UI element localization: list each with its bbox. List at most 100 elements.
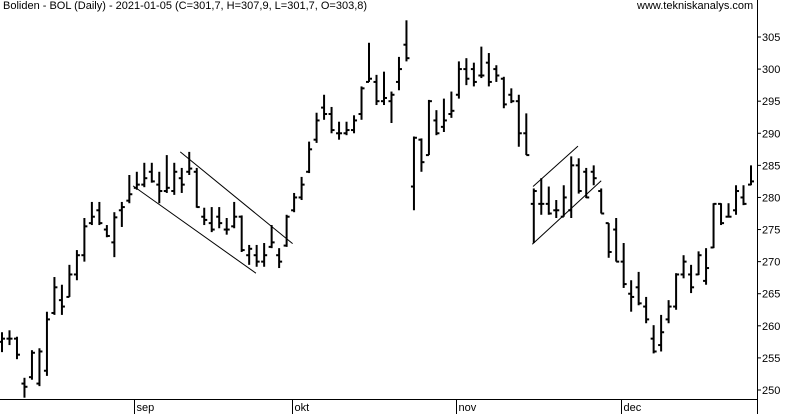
ohlc-bar (283, 214, 290, 247)
y-tick-label: 295 (762, 96, 780, 108)
ohlc-bar (208, 207, 215, 233)
ohlc-bar (261, 243, 268, 267)
ohlc-bar (575, 158, 582, 194)
ohlc-bar (21, 377, 28, 398)
y-tick-label: 250 (762, 385, 780, 397)
ohlc-bar (178, 167, 185, 193)
chart-title: Boliden - BOL (Daily) - 2021-01-05 (C=30… (3, 0, 368, 12)
ohlc-bar (733, 185, 740, 215)
ohlc-bar (223, 217, 230, 235)
ohlc-bar (658, 314, 665, 352)
ohlc-bar (306, 141, 313, 174)
trendline (531, 180, 602, 245)
ohlc-bar (28, 350, 35, 380)
price-bars (0, 20, 754, 398)
ohlc-bar (268, 225, 275, 249)
ohlc-bar (560, 185, 567, 218)
ohlc-bar (36, 348, 43, 387)
ohlc-bar (171, 162, 178, 195)
ohlc-bar (650, 325, 657, 354)
ohlc-bar (358, 86, 365, 120)
ohlc-bar (680, 255, 687, 279)
ohlc-bar (440, 98, 447, 132)
ohlc-bar (418, 138, 425, 172)
ohlc-bar (568, 156, 575, 218)
ohlc-bar (455, 61, 462, 99)
ohlc-bar (88, 201, 95, 226)
ohlc-bar (373, 74, 380, 106)
trendline (179, 151, 293, 245)
ohlc-bar (470, 62, 477, 87)
y-tick-label: 260 (762, 321, 780, 333)
ohlc-bar (186, 151, 193, 175)
ohlc-bar (253, 244, 260, 267)
ohlc-bar (598, 188, 605, 215)
ohlc-bar (388, 91, 395, 124)
ohlc-bar (380, 71, 387, 106)
ohlc-bar (156, 171, 163, 204)
ohlc-bar (291, 192, 298, 213)
x-month-label: nov (459, 402, 477, 414)
ohlc-bar (628, 280, 635, 312)
ohlc-bar (740, 185, 747, 206)
ohlc-bar (366, 42, 373, 83)
ohlc-bar (583, 167, 590, 199)
x-month-label: sep (137, 402, 155, 414)
ohlc-bar (590, 165, 597, 186)
ohlc-bar (703, 248, 710, 285)
ohlc-bar (231, 201, 238, 229)
ohlc-bar (395, 56, 402, 91)
ohlc-bar (321, 94, 328, 120)
ohlc-bar (163, 155, 170, 193)
ohlc-bar (111, 212, 118, 258)
ohlc-bar (718, 202, 725, 226)
ohlc-bar (688, 264, 695, 294)
y-tick-label: 265 (762, 289, 780, 301)
ohlc-bar (605, 222, 612, 258)
watermark-url: www.tekniskanalys.com (637, 0, 754, 12)
y-tick-label: 270 (762, 257, 780, 269)
x-month-label: okt (295, 402, 310, 414)
ohlc-bar (298, 176, 305, 201)
ohlc-bar (493, 65, 500, 82)
ohlc-bar (141, 162, 148, 188)
y-tick-label: 305 (762, 32, 780, 44)
x-month-label: dec (624, 402, 642, 414)
ohlc-bar (313, 112, 320, 143)
ohlc-bar (51, 277, 58, 315)
ohlc-bar (73, 250, 80, 281)
ohlc-bar (81, 217, 88, 262)
ohlc-bar (500, 76, 507, 109)
ohlc-bar (66, 264, 73, 298)
ohlc-bar (0, 332, 5, 353)
ohlc-bar (545, 186, 552, 215)
ohlc-bar (403, 20, 410, 62)
ohlc-bar (523, 113, 530, 157)
y-tick-label: 275 (762, 225, 780, 237)
ohlc-bar (725, 203, 732, 218)
ohlc-bar (448, 91, 455, 118)
ohlc-bar (673, 273, 680, 310)
ohlc-bar (485, 53, 492, 87)
ohlc-bar (463, 58, 470, 86)
ohlc-bar (695, 251, 702, 276)
ohlc-bar (96, 201, 103, 226)
ohlc-bar (43, 311, 50, 376)
ohlc-bar (133, 171, 140, 190)
ohlc-bar (508, 88, 515, 104)
ohlc-bar (515, 94, 522, 147)
ohlc-bar (425, 99, 432, 157)
ohlc-bar (148, 162, 155, 183)
ohlc-bar (748, 165, 754, 186)
ohlc-bar (710, 202, 717, 249)
ohlc-bar (620, 243, 627, 288)
axes: 250 255 260 265 270 275 280 285 290 295 300 305 sep o… (0, 0, 780, 414)
ohlc-bar (336, 121, 343, 140)
ohlc-bar (118, 201, 125, 227)
ohlc-bar (343, 121, 350, 136)
ohlc-bar (553, 200, 560, 218)
y-tick-label: 290 (762, 128, 780, 140)
ohlc-bar (643, 296, 650, 324)
ohlc-bar (58, 284, 65, 315)
ohlc-bar (276, 248, 283, 269)
